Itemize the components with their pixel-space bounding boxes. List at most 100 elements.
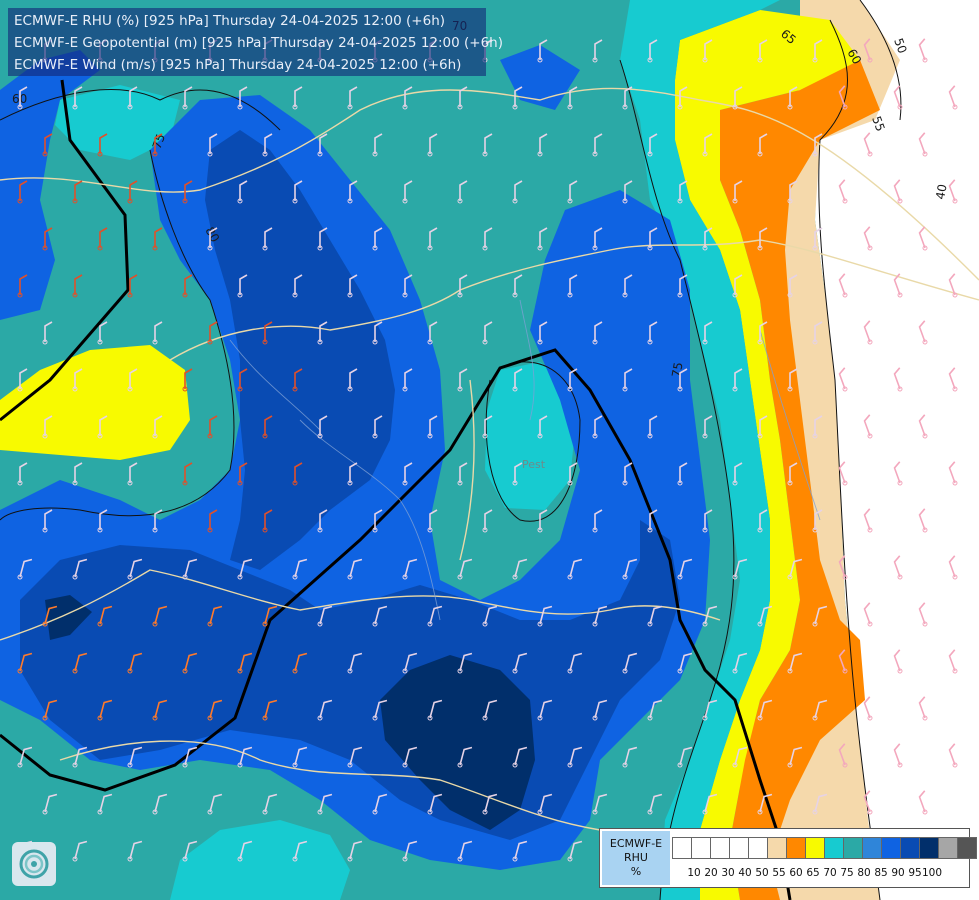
wind-barbs [17, 38, 958, 862]
wind-barb-icon [347, 462, 358, 486]
wind-barb-icon [537, 699, 553, 721]
wind-barb-icon [838, 649, 848, 674]
wind-barb-icon [592, 605, 608, 627]
rhu-area-tan [760, 0, 900, 900]
wind-barb-icon [262, 793, 278, 815]
wind-barb-icon [72, 840, 88, 862]
wind-barb-icon [317, 227, 328, 251]
wind-barb-icon [787, 274, 798, 298]
wind-barb-icon [732, 368, 743, 392]
wind-barb-icon [863, 38, 873, 63]
contour-label: 55 [869, 114, 887, 133]
wind-barb-icon [207, 699, 223, 721]
wind-barb-icon [182, 746, 198, 768]
wind-barb-icon [292, 86, 303, 110]
wind-barb-icon [838, 555, 848, 580]
wind-barb-icon [948, 85, 958, 110]
rhu-area-cyan-east [620, 0, 780, 900]
wind-barb-icon [152, 321, 163, 345]
wind-barb-icon [838, 743, 848, 768]
wind-barb-icon [732, 462, 743, 486]
wind-barb-icon [292, 652, 308, 674]
rhu-area-navy-core [380, 655, 535, 830]
wind-barb-icon [677, 86, 688, 110]
legend-tick-label: 30 [721, 867, 735, 879]
wind-barb-icon [482, 605, 498, 627]
wind-barb-icon [152, 793, 168, 815]
wind-barb-icon [893, 461, 903, 486]
wind-barb-icon [262, 415, 273, 439]
wind-barb-icon [512, 746, 528, 768]
wind-barb-icon [402, 368, 413, 392]
wind-barb-icon [72, 274, 83, 298]
wind-barb-icon [567, 180, 578, 204]
wind-barb-icon [317, 415, 328, 439]
wind-barb-icon [567, 652, 583, 674]
wind-barb-icon [622, 652, 638, 674]
wind-barb-icon [787, 462, 798, 486]
title-line-wind: ECMWF-E Wind (m/s) [925 hPa] Thursday 24… [14, 57, 462, 73]
wind-barb-icon [72, 558, 88, 580]
wind-barb-icon [948, 555, 958, 580]
wind-barb-icon [567, 840, 583, 862]
wind-barb-icon [918, 790, 928, 815]
wind-barb-icon [757, 227, 768, 251]
wind-barb-icon [893, 649, 903, 674]
wind-barb-icon [17, 558, 33, 580]
wind-barb-icon [622, 746, 638, 768]
title-line-geopotential: ECMWF-E Geopotential (m) [925 hPa] Thurs… [14, 35, 503, 51]
wind-barb-icon [918, 320, 928, 345]
wind-barb-icon [42, 415, 53, 439]
wind-barb-icon [812, 415, 823, 439]
wind-barb-icon [17, 746, 33, 768]
rhu-area-yellow [675, 10, 860, 900]
legend-label-line: RHU [624, 851, 648, 864]
wind-barb-icon [457, 180, 468, 204]
wind-barb-icon [592, 227, 603, 251]
wind-barb-icon [207, 509, 218, 533]
wind-barb-icon [127, 652, 143, 674]
wind-barb-icon [732, 274, 743, 298]
wind-barb-icon [372, 321, 383, 345]
legend-tick-label: 95 [908, 867, 922, 879]
wind-barb-icon [757, 39, 768, 63]
wind-barb-icon [262, 509, 273, 533]
wind-barb-icon [537, 133, 548, 157]
wind-barb-icon [182, 462, 193, 486]
wind-barb-icon [482, 509, 493, 533]
wind-barb-icon [732, 86, 743, 110]
wind-barb-icon [72, 462, 83, 486]
wind-barb-icon [812, 133, 823, 157]
wind-barb-icon [237, 180, 248, 204]
wind-barb-icon [402, 274, 413, 298]
legend-tick-label: 65 [806, 867, 820, 879]
wind-barb-icon [592, 415, 603, 439]
rhu-area-darkblue-ridge [205, 130, 395, 570]
wind-barb-icon [42, 321, 53, 345]
rhu-area-cyan-northwest [55, 85, 180, 160]
wind-barb-icon [152, 605, 168, 627]
wind-barb-icon [427, 699, 443, 721]
wind-barb-icon [457, 274, 468, 298]
wind-barb-icon [317, 699, 333, 721]
wind-barb-icon [207, 415, 218, 439]
wind-barb-icon [592, 133, 603, 157]
wind-barb-icon [262, 321, 273, 345]
rhu-area-cyan-central [485, 362, 575, 510]
wind-barb-icon [677, 462, 688, 486]
wind-barb-icon [292, 746, 308, 768]
legend-swatch [881, 837, 901, 859]
wind-barb-icon [647, 605, 663, 627]
wind-barb-icon [893, 555, 903, 580]
wind-barb-icon [457, 840, 473, 862]
bold-front-line [0, 79, 792, 900]
wind-barb-icon [702, 793, 718, 815]
wind-barb-icon [262, 605, 278, 627]
wind-barb-icon [237, 746, 253, 768]
legend-tick-label: 100 [921, 867, 943, 879]
wind-barb-icon [863, 602, 873, 627]
wind-barb-icon [863, 790, 873, 815]
wind-barb-icon [567, 746, 583, 768]
wind-barb-icon [592, 321, 603, 345]
wind-barb-icon [292, 274, 303, 298]
